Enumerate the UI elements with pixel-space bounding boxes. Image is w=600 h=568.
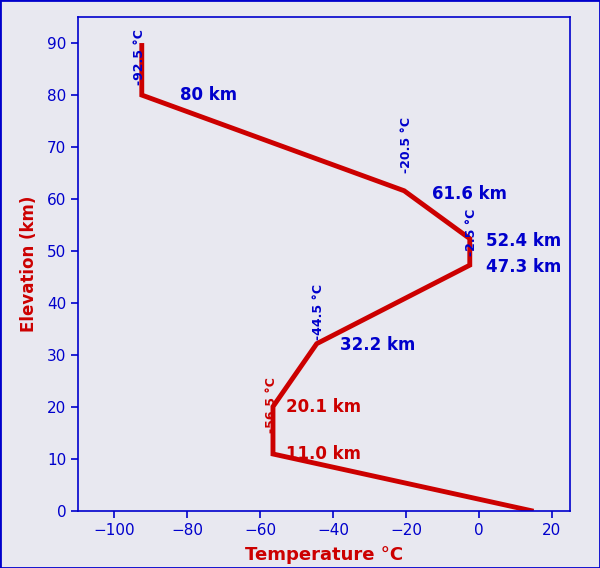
Text: 47.3 km: 47.3 km [486, 258, 562, 275]
Text: 32.2 km: 32.2 km [340, 336, 416, 354]
Text: -92.5 °C: -92.5 °C [133, 29, 146, 85]
Text: -44.5 °C: -44.5 °C [312, 283, 325, 340]
Text: 80 km: 80 km [180, 86, 237, 104]
X-axis label: Temperature °C: Temperature °C [245, 546, 403, 565]
Text: 61.6 km: 61.6 km [431, 185, 506, 203]
Text: 11.0 km: 11.0 km [286, 445, 361, 463]
Text: -2.5 °C: -2.5 °C [465, 209, 478, 256]
Text: 52.4 km: 52.4 km [486, 232, 562, 250]
Y-axis label: Elevation (km): Elevation (km) [20, 196, 38, 332]
Text: -20.5 °C: -20.5 °C [400, 117, 413, 173]
Text: 20.1 km: 20.1 km [286, 398, 361, 416]
Text: -56.5 °C: -56.5 °C [265, 377, 278, 433]
